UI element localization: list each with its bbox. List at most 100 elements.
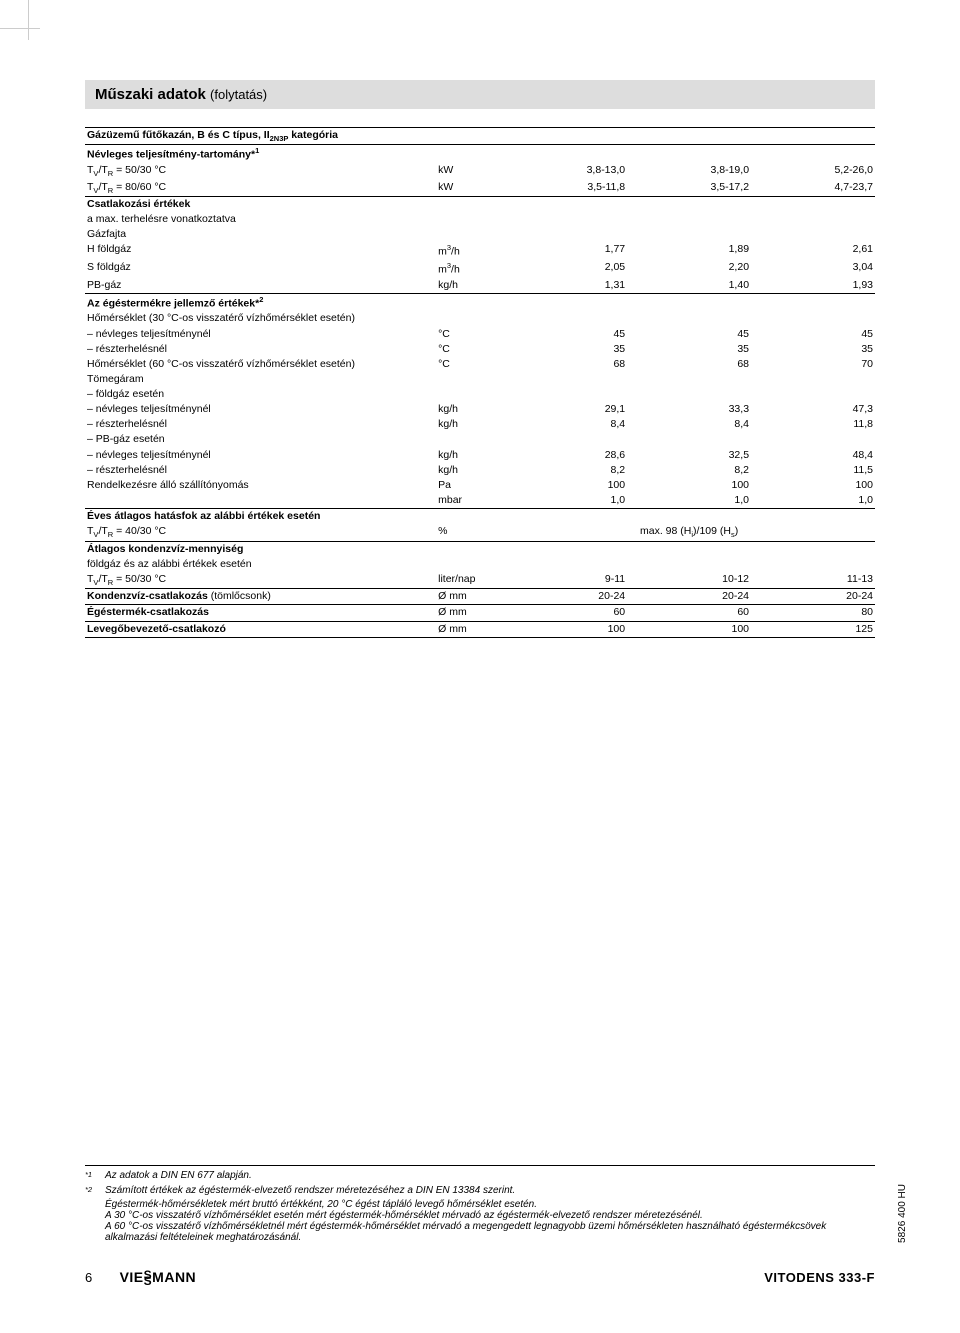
label: Kondenzvíz-csatlakozás (tömlőcsonk) xyxy=(85,589,436,605)
unit: kg/h xyxy=(436,402,503,417)
label: – névleges teljesítménynél xyxy=(85,327,436,342)
value: 1,0 xyxy=(751,493,875,509)
label: S földgáz xyxy=(85,260,436,278)
value: 1,40 xyxy=(627,278,751,294)
value: 20-24 xyxy=(503,589,627,605)
unit: °C xyxy=(436,327,503,342)
value: 125 xyxy=(751,621,875,637)
page: Műszaki adatok (folytatás) Gázüzemű fűtő… xyxy=(0,0,960,1333)
value: 11,8 xyxy=(751,417,875,432)
unit: mbar xyxy=(436,493,503,509)
unit: kg/h xyxy=(436,278,503,294)
label: földgáz és az alábbi értékek esetén xyxy=(85,557,436,572)
value: 35 xyxy=(627,342,751,357)
table-row: – névleges teljesítménynél °C 45 45 45 xyxy=(85,327,875,342)
table-row: S földgáz m3/h 2,05 2,20 3,04 xyxy=(85,260,875,278)
table-row: Hőmérséklet (60 °C-os visszatérő vízhőmé… xyxy=(85,357,875,372)
table-row: a max. terhelésre vonatkoztatva xyxy=(85,212,875,227)
unit: m3/h xyxy=(436,260,503,278)
label: Tömegáram xyxy=(85,372,436,387)
value: 33,3 xyxy=(627,402,751,417)
section-title: Műszaki adatok (folytatás) xyxy=(85,80,875,109)
value: max. 98 (Hi)/109 (Hs) xyxy=(503,524,875,541)
table-row: TV/TR = 50/30 °C kW 3,8-13,0 3,8-19,0 5,… xyxy=(85,163,875,179)
value: 3,8-19,0 xyxy=(627,163,751,179)
table-row: – részterhelésnél °C 35 35 35 xyxy=(85,342,875,357)
label: – részterhelésnél xyxy=(85,342,436,357)
unit: Ø mm xyxy=(436,589,503,605)
label: – névleges teljesítménynél xyxy=(85,402,436,417)
table-row: Gázfajta xyxy=(85,227,875,242)
label: TV/TR = 50/30 °C xyxy=(85,572,436,589)
value: 1,0 xyxy=(627,493,751,509)
unit: °C xyxy=(436,357,503,372)
unit: kg/h xyxy=(436,463,503,478)
label: TV/TR = 80/60 °C xyxy=(85,180,436,197)
title-continuation: (folytatás) xyxy=(210,87,267,102)
table-row: Tömegáram xyxy=(85,372,875,387)
label: – részterhelésnél xyxy=(85,417,436,432)
value: 2,61 xyxy=(751,242,875,260)
label: – részterhelésnél xyxy=(85,463,436,478)
product-name: VITODENS 333-F xyxy=(764,1270,875,1285)
value: 45 xyxy=(751,327,875,342)
value: 4,7-23,7 xyxy=(751,180,875,197)
table-row: Kondenzvíz-csatlakozás (tömlőcsonk) Ø mm… xyxy=(85,589,875,605)
value: 60 xyxy=(627,605,751,621)
table-row: Rendelkezésre álló szállítónyomás Pa 100… xyxy=(85,478,875,493)
table-row: földgáz és az alábbi értékek esetén xyxy=(85,557,875,572)
value: 35 xyxy=(751,342,875,357)
unit: Ø mm xyxy=(436,621,503,637)
footnote: *2 Számított értékek az égéstermék-elvez… xyxy=(85,1185,875,1199)
value: 35 xyxy=(503,342,627,357)
value: 2,20 xyxy=(627,260,751,278)
table-row: Éves átlagos hatásfok az alábbi értékek … xyxy=(85,509,875,525)
footnote: A 60 °C-os visszatérő vízhőmérsékletnél … xyxy=(85,1221,875,1243)
value: 8,2 xyxy=(627,463,751,478)
page-footer: 6 VIESSMANN VITODENS 333-F xyxy=(85,1269,875,1285)
value: 8,4 xyxy=(627,417,751,432)
value: 2,05 xyxy=(503,260,627,278)
label: Gázfajta xyxy=(85,227,436,242)
table-row: mbar 1,0 1,0 1,0 xyxy=(85,493,875,509)
unit: kW xyxy=(436,163,503,179)
value: 1,0 xyxy=(503,493,627,509)
unit: Pa xyxy=(436,478,503,493)
unit: kg/h xyxy=(436,417,503,432)
value: 100 xyxy=(627,621,751,637)
label: TV/TR = 40/30 °C xyxy=(85,524,436,541)
value: 100 xyxy=(503,478,627,493)
value: 3,8-13,0 xyxy=(503,163,627,179)
value: 1,77 xyxy=(503,242,627,260)
heading: Éves átlagos hatásfok az alábbi értékek … xyxy=(85,509,436,525)
label: Égéstermék-csatlakozás xyxy=(85,605,436,621)
unit: liter/nap xyxy=(436,572,503,589)
table-row: TV/TR = 80/60 °C kW 3,5-11,8 3,5-17,2 4,… xyxy=(85,180,875,197)
label: PB-gáz xyxy=(85,278,436,294)
footer-left: 6 VIESSMANN xyxy=(85,1269,196,1285)
heading: Az égéstermékre jellemző értékek*2 xyxy=(85,293,436,311)
value: 45 xyxy=(503,327,627,342)
value: 60 xyxy=(503,605,627,621)
label: Hőmérséklet (30 °C-os visszatérő vízhőmé… xyxy=(85,311,436,326)
brand-logo: VIESSMANN xyxy=(120,1269,197,1285)
heading: Gázüzemű fűtőkazán, B és C típus, II2N3P… xyxy=(85,128,436,145)
table-row: H földgáz m3/h 1,77 1,89 2,61 xyxy=(85,242,875,260)
label: a max. terhelésre vonatkoztatva xyxy=(85,212,436,227)
value: 8,4 xyxy=(503,417,627,432)
value: 68 xyxy=(627,357,751,372)
footnote: *1 Az adatok a DIN EN 677 alapján. xyxy=(85,1170,875,1184)
title-main: Műszaki adatok xyxy=(95,86,206,103)
unit: kW xyxy=(436,180,503,197)
label: – földgáz esetén xyxy=(85,387,436,402)
heading: Átlagos kondenzvíz-mennyiség xyxy=(85,541,436,557)
value: 11-13 xyxy=(751,572,875,589)
heading: Névleges teljesítmény-tartomány*1 xyxy=(85,145,436,163)
document-code: 5826 400 HU xyxy=(897,1184,908,1243)
table-row: Égéstermék-csatlakozás Ø mm 60 60 80 xyxy=(85,605,875,621)
value: 48,4 xyxy=(751,448,875,463)
table-row: – névleges teljesítménynél kg/h 28,6 32,… xyxy=(85,448,875,463)
table-row: Hőmérséklet (30 °C-os visszatérő vízhőmé… xyxy=(85,311,875,326)
spec-table: Gázüzemű fűtőkazán, B és C típus, II2N3P… xyxy=(85,127,875,638)
value: 1,93 xyxy=(751,278,875,294)
